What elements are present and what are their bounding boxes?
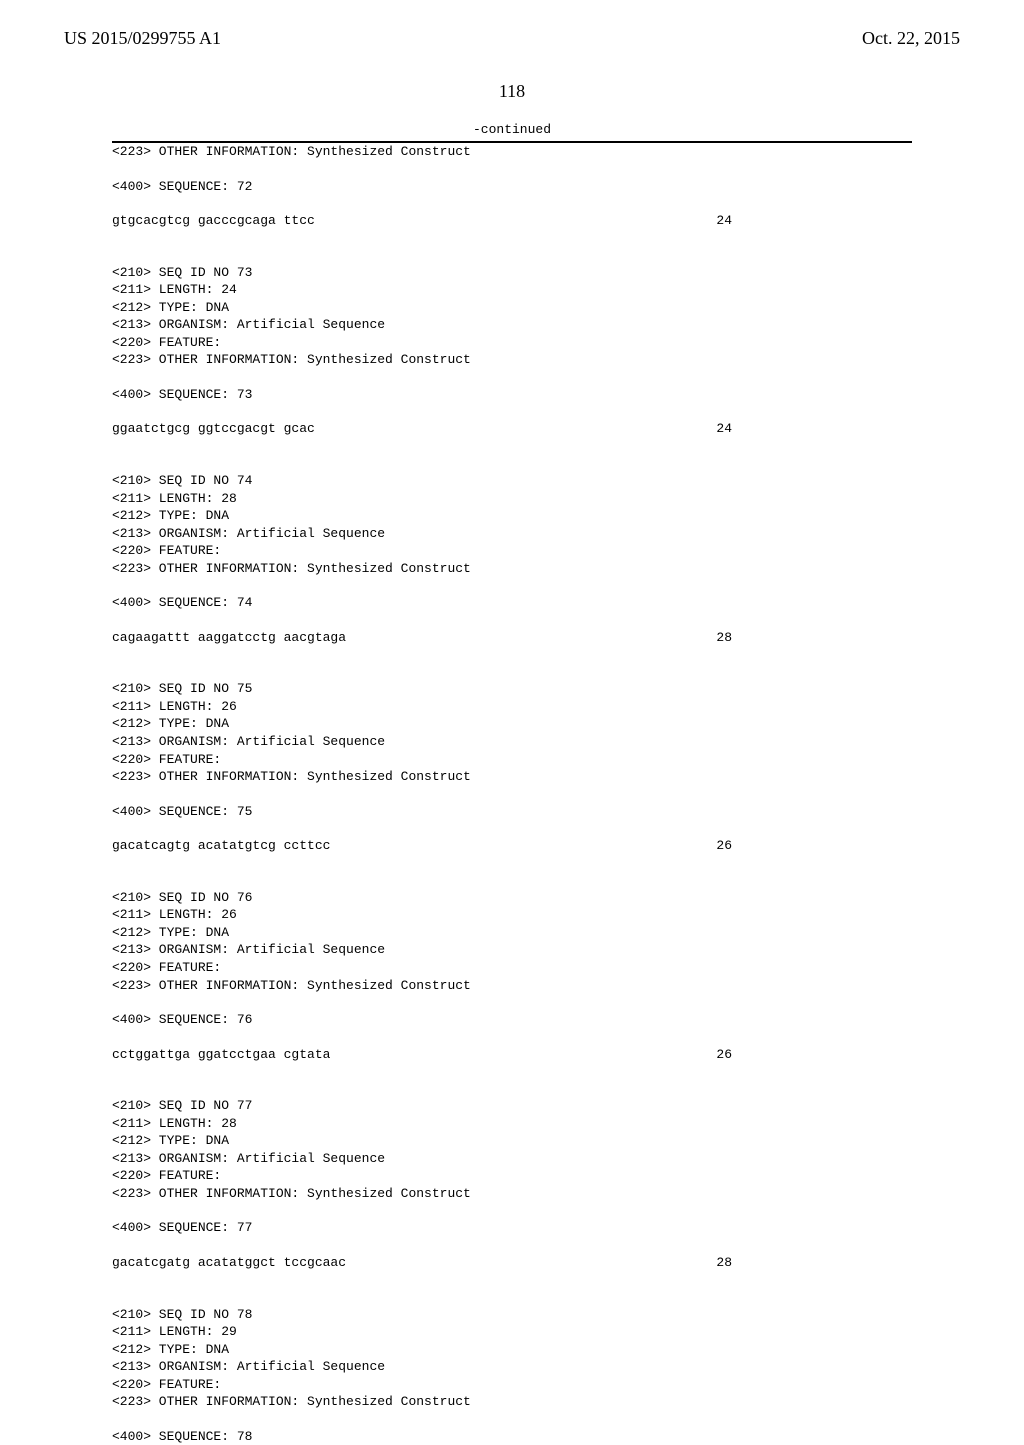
- seq-line: <212> TYPE: DNA: [0, 1132, 1024, 1150]
- blank-line: [0, 577, 1024, 594]
- seq-length-value: 24: [716, 420, 912, 438]
- seq-sequence: gtgcacgtcg gacccgcaga ttcc: [112, 212, 315, 230]
- seq-line: <210> SEQ ID NO 74: [0, 472, 1024, 490]
- seq-line: <211> LENGTH: 24: [0, 281, 1024, 299]
- seq-line: <213> ORGANISM: Artificial Sequence: [0, 1150, 1024, 1168]
- blank-line: [0, 1237, 1024, 1254]
- blank-line: [0, 1029, 1024, 1046]
- seq-line: <212> TYPE: DNA: [0, 299, 1024, 317]
- page-header: US 2015/0299755 A1 Oct. 22, 2015: [0, 0, 1024, 53]
- seq-data-row: cctggattga ggatcctgaa cgtata 26: [0, 1046, 1024, 1064]
- seq-length-value: 28: [716, 629, 912, 647]
- seq-data-row: gacatcagtg acatatgtcg ccttcc 26: [0, 837, 1024, 855]
- seq-line: <213> ORGANISM: Artificial Sequence: [0, 316, 1024, 334]
- blank-line-double: [0, 438, 1024, 472]
- seq-line: <213> ORGANISM: Artificial Sequence: [0, 525, 1024, 543]
- seq-line: <220> FEATURE:: [0, 1376, 1024, 1394]
- seq-sequence: ggaatctgcg ggtccgacgt gcac: [112, 420, 315, 438]
- seq-line: <213> ORGANISM: Artificial Sequence: [0, 733, 1024, 751]
- seq-line: <220> FEATURE:: [0, 751, 1024, 769]
- seq-line: <223> OTHER INFORMATION: Synthesized Con…: [0, 351, 1024, 369]
- seq-line: <210> SEQ ID NO 78: [0, 1306, 1024, 1324]
- seq-line: <400> SEQUENCE: 73: [0, 386, 1024, 404]
- seq-line: <223> OTHER INFORMATION: Synthesized Con…: [0, 977, 1024, 995]
- seq-line: <210> SEQ ID NO 73: [0, 264, 1024, 282]
- blank-line-double: [0, 1063, 1024, 1097]
- seq-data-row: gacatcgatg acatatggct tccgcaac 28: [0, 1254, 1024, 1272]
- seq-line: <223> OTHER INFORMATION: Synthesized Con…: [0, 143, 1024, 161]
- seq-data-row: cagaagattt aaggatcctg aacgtaga 28: [0, 629, 1024, 647]
- seq-data-row: gtgcacgtcg gacccgcaga ttcc 24: [0, 212, 1024, 230]
- seq-line: <212> TYPE: DNA: [0, 715, 1024, 733]
- seq-line: <400> SEQUENCE: 74: [0, 594, 1024, 612]
- seq-line: <223> OTHER INFORMATION: Synthesized Con…: [0, 1185, 1024, 1203]
- seq-line: <223> OTHER INFORMATION: Synthesized Con…: [0, 560, 1024, 578]
- seq-line: <211> LENGTH: 28: [0, 490, 1024, 508]
- seq-line: <212> TYPE: DNA: [0, 507, 1024, 525]
- page-number: 118: [0, 81, 1024, 102]
- publication-number: US 2015/0299755 A1: [64, 28, 221, 49]
- seq-line: <220> FEATURE:: [0, 334, 1024, 352]
- seq-sequence: gacatcgatg acatatggct tccgcaac: [112, 1254, 346, 1272]
- seq-line: <211> LENGTH: 26: [0, 698, 1024, 716]
- blank-line: [0, 161, 1024, 178]
- blank-line: [0, 195, 1024, 212]
- seq-line: <223> OTHER INFORMATION: Synthesized Con…: [0, 768, 1024, 786]
- seq-line: <210> SEQ ID NO 77: [0, 1097, 1024, 1115]
- blank-line-double: [0, 1272, 1024, 1306]
- seq-line: <212> TYPE: DNA: [0, 1341, 1024, 1359]
- seq-line: <211> LENGTH: 29: [0, 1323, 1024, 1341]
- seq-line: <400> SEQUENCE: 72: [0, 178, 1024, 196]
- seq-length-value: 26: [716, 1046, 912, 1064]
- blank-line-double: [0, 855, 1024, 889]
- seq-length-value: 24: [716, 212, 912, 230]
- seq-line: <400> SEQUENCE: 76: [0, 1011, 1024, 1029]
- blank-line: [0, 820, 1024, 837]
- blank-line: [0, 612, 1024, 629]
- seq-length-value: 28: [716, 1254, 912, 1272]
- seq-line: <400> SEQUENCE: 78: [0, 1428, 1024, 1445]
- blank-line: [0, 1202, 1024, 1219]
- blank-line: [0, 369, 1024, 386]
- seq-line: <211> LENGTH: 26: [0, 906, 1024, 924]
- seq-line: <210> SEQ ID NO 76: [0, 889, 1024, 907]
- seq-line: <210> SEQ ID NO 75: [0, 680, 1024, 698]
- blank-line: [0, 994, 1024, 1011]
- seq-line: <213> ORGANISM: Artificial Sequence: [0, 941, 1024, 959]
- blank-line-double: [0, 230, 1024, 264]
- seq-sequence: cctggattga ggatcctgaa cgtata: [112, 1046, 330, 1064]
- seq-line: <212> TYPE: DNA: [0, 924, 1024, 942]
- seq-line: <400> SEQUENCE: 75: [0, 803, 1024, 821]
- blank-line: [0, 403, 1024, 420]
- sequence-listing: <223> OTHER INFORMATION: Synthesized Con…: [0, 143, 1024, 1445]
- publication-date: Oct. 22, 2015: [862, 28, 960, 49]
- blank-line: [0, 786, 1024, 803]
- seq-line: <220> FEATURE:: [0, 1167, 1024, 1185]
- seq-length-value: 26: [716, 837, 912, 855]
- seq-line: <400> SEQUENCE: 77: [0, 1219, 1024, 1237]
- seq-line: <220> FEATURE:: [0, 959, 1024, 977]
- seq-sequence: cagaagattt aaggatcctg aacgtaga: [112, 629, 346, 647]
- blank-line-double: [0, 646, 1024, 680]
- seq-sequence: gacatcagtg acatatgtcg ccttcc: [112, 837, 330, 855]
- seq-line: <213> ORGANISM: Artificial Sequence: [0, 1358, 1024, 1376]
- continued-label: -continued: [0, 122, 1024, 137]
- seq-line: <220> FEATURE:: [0, 542, 1024, 560]
- seq-line: <223> OTHER INFORMATION: Synthesized Con…: [0, 1393, 1024, 1411]
- seq-data-row: ggaatctgcg ggtccgacgt gcac 24: [0, 420, 1024, 438]
- blank-line: [0, 1411, 1024, 1428]
- seq-line: <211> LENGTH: 28: [0, 1115, 1024, 1133]
